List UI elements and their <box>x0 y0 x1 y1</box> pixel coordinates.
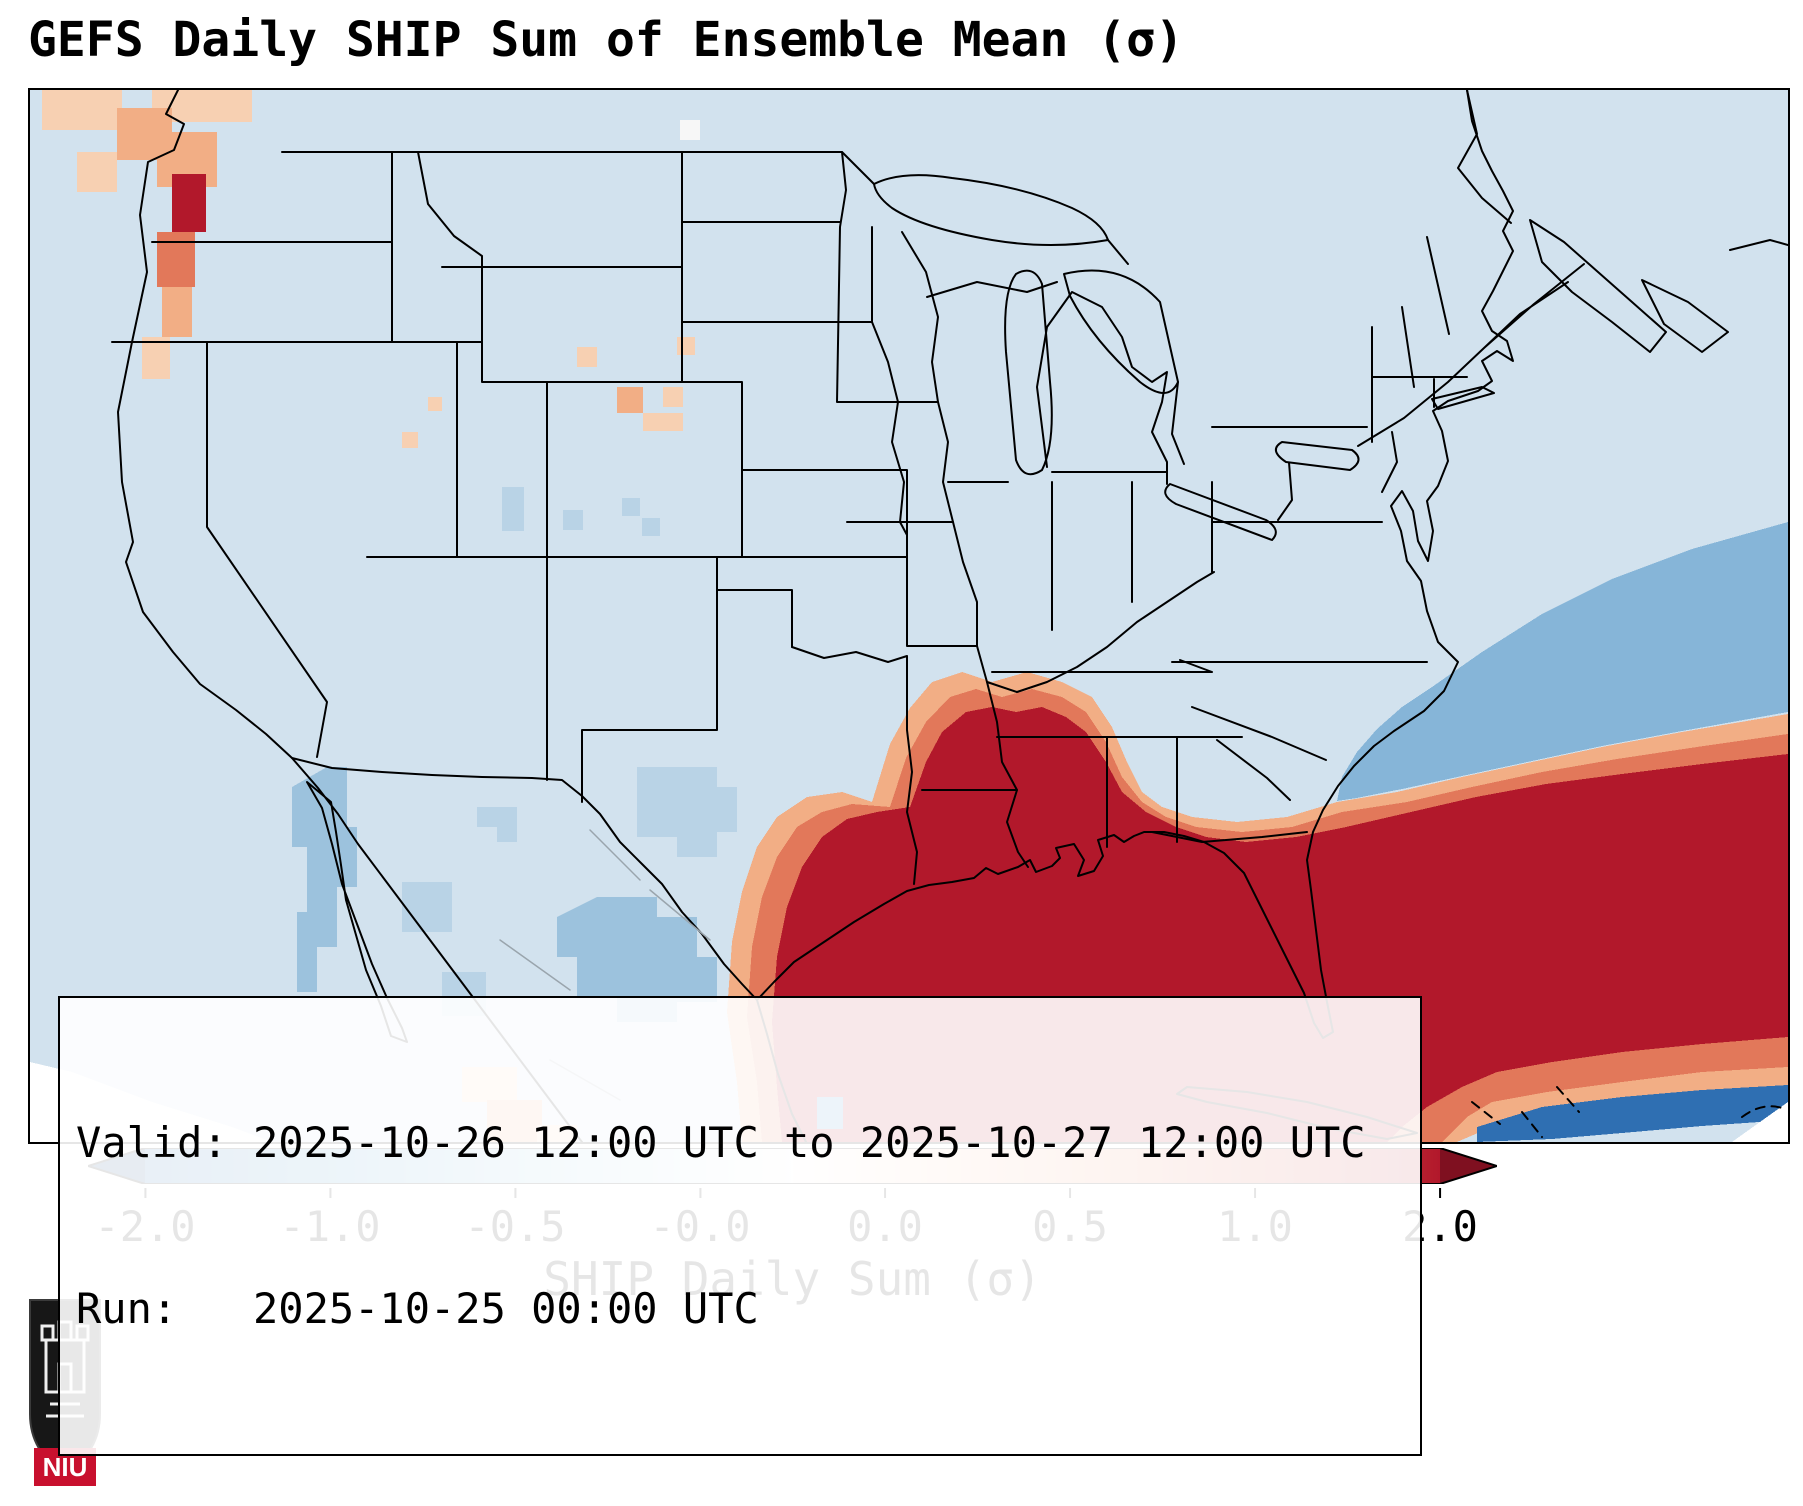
fill-region <box>402 432 418 448</box>
fill-region <box>157 232 195 287</box>
fill-region <box>680 120 700 140</box>
canada-border <box>281 90 1585 521</box>
fill-region <box>402 882 452 932</box>
lake-ontario <box>1275 441 1360 471</box>
state-borders-midwest <box>926 281 1215 693</box>
fill-region <box>42 90 122 130</box>
canadian-maritimes-coast <box>1529 219 1788 353</box>
fill-region <box>1732 1102 1788 1142</box>
lake-superior <box>873 174 1109 246</box>
fill-region <box>577 347 597 367</box>
fill-region <box>477 807 517 842</box>
figure-title: GEFS Daily SHIP Sum of Ensemble Mean (σ) <box>28 12 1184 68</box>
fill-region <box>557 897 717 1022</box>
fill-region <box>637 767 737 857</box>
fill-region <box>642 518 660 536</box>
fill-region <box>643 413 683 431</box>
fill-region <box>428 397 442 411</box>
colorbar-over-arrow <box>1440 1148 1497 1184</box>
mississippi-river-borders <box>901 231 1029 868</box>
fill-region <box>677 337 695 355</box>
fill-region <box>142 337 170 379</box>
map-panel: Valid: 2025-10-26 12:00 UTC to 2025-10-2… <box>28 88 1790 1456</box>
fill-region <box>1477 1085 1788 1142</box>
lake-huron <box>1063 269 1179 394</box>
fill-region <box>162 287 192 337</box>
conus-map <box>30 90 1788 1142</box>
fill-region <box>77 152 117 192</box>
fill-region <box>622 498 640 516</box>
valid-text: Valid: 2025-10-26 12:00 UTC to 2025-10-2… <box>76 1117 1366 1167</box>
fill-region <box>172 174 206 232</box>
mexico-state-lines <box>499 829 711 1101</box>
fill-region <box>292 767 357 992</box>
state-borders-south <box>991 659 1428 848</box>
fill-region <box>1337 522 1788 801</box>
border-layer <box>111 90 1788 1142</box>
fill-region <box>563 510 583 530</box>
tick-mark <box>1438 1188 1441 1198</box>
fill-region <box>617 387 643 413</box>
run-text: Run: 2025-10-25 00:00 UTC <box>76 1284 759 1334</box>
state-borders-plains <box>681 151 1018 885</box>
fill-region <box>663 387 683 407</box>
state-borders-northeast <box>1211 236 1495 523</box>
lake-erie <box>1164 483 1277 541</box>
island-dashed-coastlines <box>1471 1086 1783 1138</box>
state-borders-west <box>111 151 908 803</box>
niu-banner-text: NIU <box>43 1452 88 1482</box>
heatmap-fill-layer <box>30 90 1788 1142</box>
lake-michigan <box>1004 269 1053 476</box>
fill-region <box>502 487 524 531</box>
valid-run-box: Valid: 2025-10-26 12:00 UTC to 2025-10-2… <box>58 996 1422 1456</box>
